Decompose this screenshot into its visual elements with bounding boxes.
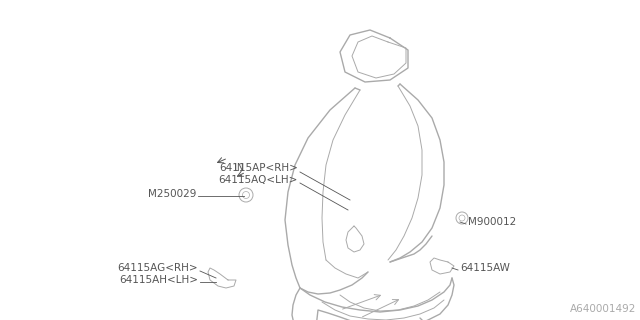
Text: 64115AP<RH>: 64115AP<RH> — [219, 163, 298, 173]
Text: 64115AH<LH>: 64115AH<LH> — [119, 275, 198, 285]
Text: A640001492: A640001492 — [570, 304, 636, 314]
Text: 64115AW: 64115AW — [460, 263, 510, 273]
Text: M900012: M900012 — [468, 217, 516, 227]
Text: M250029: M250029 — [148, 189, 196, 199]
Text: IN: IN — [234, 163, 244, 173]
Text: 64115AQ<LH>: 64115AQ<LH> — [219, 175, 298, 185]
Text: 64115AG<RH>: 64115AG<RH> — [117, 263, 198, 273]
